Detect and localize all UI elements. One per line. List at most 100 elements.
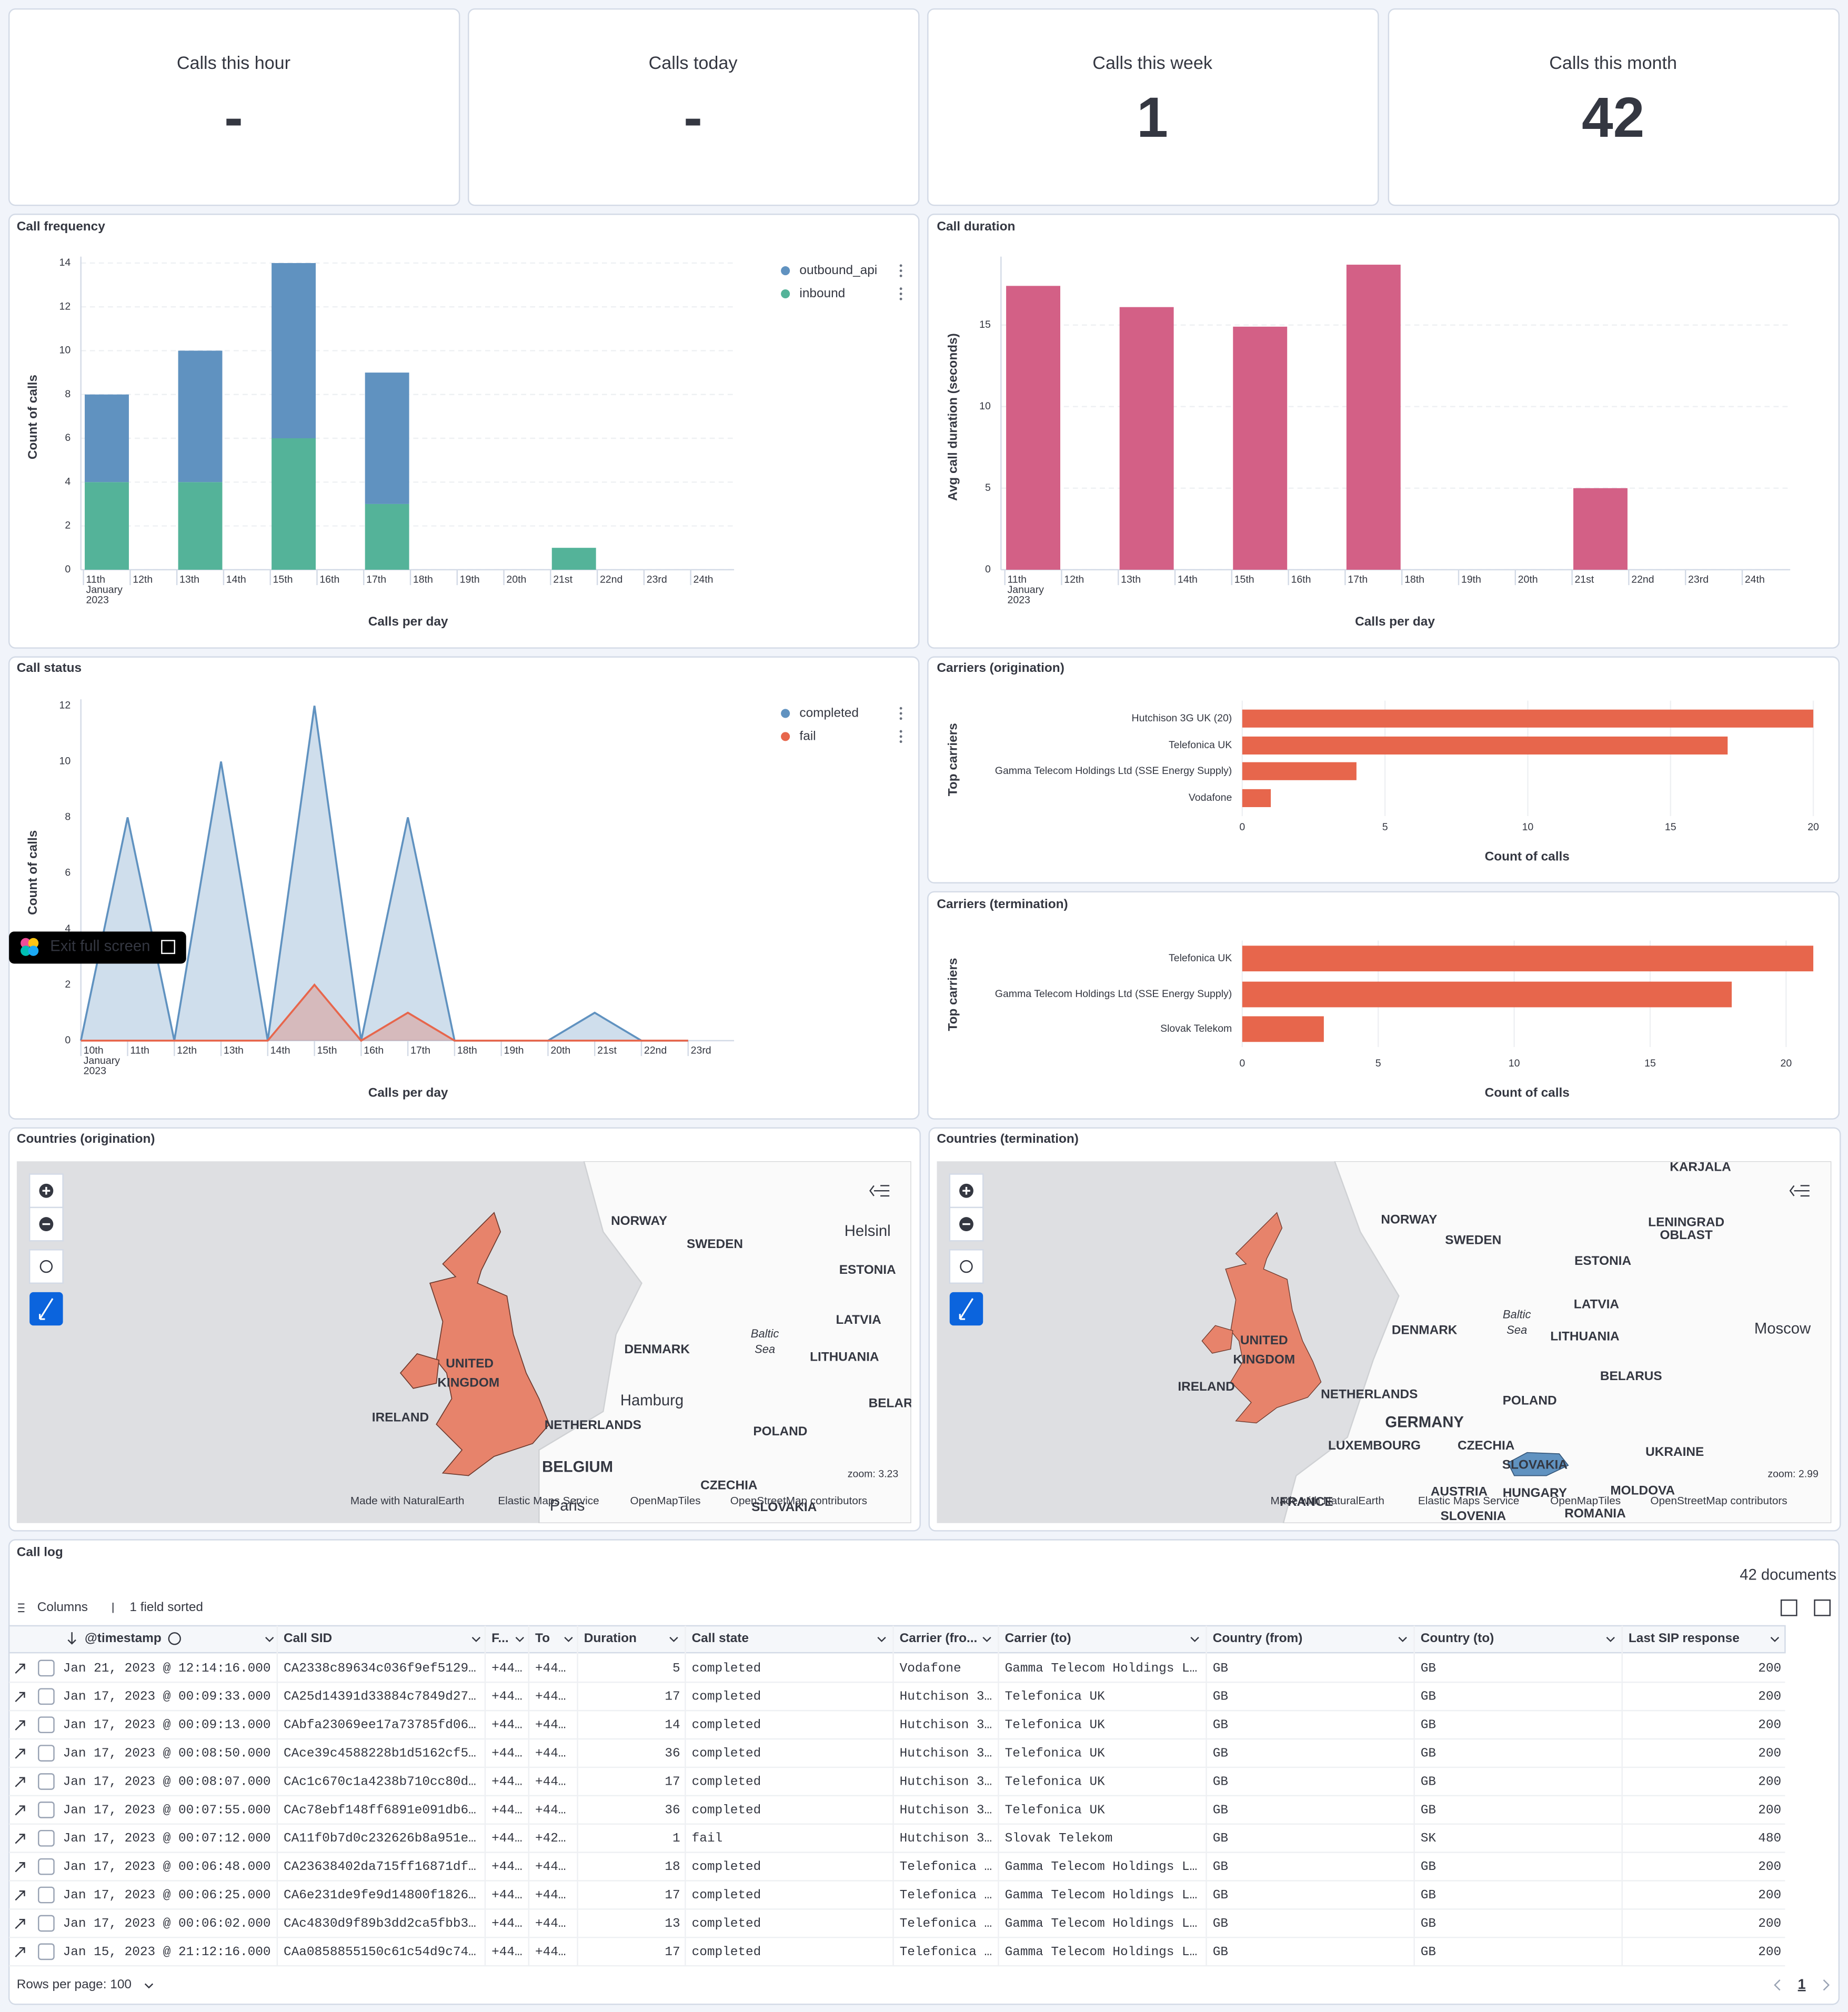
grid-icon[interactable] [1780,1599,1797,1616]
column-header: @timestamp [85,1631,162,1645]
layers-icon[interactable] [1789,1185,1810,1197]
expand-icon[interactable] [15,1805,25,1816]
table-cell: GB [1213,1775,1228,1789]
expand-icon[interactable] [15,1947,25,1957]
legend-swatch [781,289,790,299]
page-number: 1 [1798,1976,1806,1992]
map-label: Baltic [751,1327,779,1340]
row-checkbox[interactable] [38,1716,55,1734]
table-cell: GB [1421,1860,1436,1874]
column-menu[interactable] [1770,1637,1780,1642]
table-cell: 17 [665,1690,680,1704]
row-checkbox[interactable] [38,1943,55,1960]
expand-icon[interactable] [15,1834,25,1844]
table-cell: completed [692,1747,761,1761]
x-tick-label: 10th [84,1045,104,1057]
legend-label: completed [799,706,858,720]
map-label: NETHERLANDS [1321,1387,1418,1401]
table-cell: GB [1213,1747,1228,1761]
x-tick-label: 16th [1291,574,1311,585]
map-label: Moscow [1754,1320,1811,1337]
table-cell: GB [1213,1917,1228,1931]
x-tick-label: 5 [1375,1058,1381,1069]
layers-icon[interactable] [869,1185,890,1197]
expand-icon[interactable] [15,1720,25,1731]
column-menu[interactable] [471,1637,481,1642]
clock-icon [168,1632,181,1645]
table-cell: CAa0858855150c61c54d9c74… [284,1945,476,1959]
column-menu[interactable] [265,1637,274,1642]
x-tick-label: 19th [504,1045,524,1057]
table-cell: Telefonica … [900,1945,992,1959]
column-menu[interactable] [1398,1637,1407,1642]
y-axis-label: Avg call duration (seconds) [946,333,960,501]
row-checkbox[interactable] [38,1659,55,1677]
expand-icon[interactable] [15,1918,25,1929]
table-cell: 200 [1758,1662,1781,1676]
row-checkbox[interactable] [38,1886,55,1904]
table-cell: GB [1213,1832,1228,1846]
table-cell: GB [1213,1860,1228,1874]
table-cell: completed [692,1917,761,1931]
map-label: LITHUANIA [1550,1330,1619,1344]
table-cell: Hutchison 3… [900,1803,992,1817]
column-menu[interactable] [1190,1637,1199,1642]
column-menu[interactable] [669,1637,678,1642]
locate-button[interactable] [28,1249,64,1284]
expand-icon[interactable] [15,1692,25,1702]
column-menu[interactable] [982,1637,991,1642]
table-cell: CA11f0b7d0c232626b8a951e… [284,1832,476,1846]
table-cell: Telefonica … [900,1917,992,1931]
tooltip[interactable] [9,931,186,964]
column-header: Country (from) [1213,1631,1303,1645]
row-checkbox[interactable] [38,1688,55,1705]
map-label: DENMARK [1392,1323,1458,1337]
bar [85,394,129,482]
map-label: UKRAINE [1645,1445,1704,1459]
prev-page[interactable] [1774,1979,1781,1991]
x-tick-label: 22nd [600,574,622,585]
column-header: Country (to) [1421,1631,1494,1645]
row-checkbox[interactable] [38,1745,55,1762]
map-label: LITHUANIA [810,1350,879,1364]
column-menu[interactable] [564,1637,573,1642]
row-checkbox[interactable] [38,1915,55,1932]
column-menu[interactable] [515,1637,524,1642]
logo [28,938,39,949]
next-page[interactable] [1823,1979,1830,1991]
table-cell: +44… [491,1945,523,1959]
row-checkbox[interactable] [38,1802,55,1818]
table-cell: GB [1421,1747,1436,1761]
expand-icon[interactable] [15,1748,25,1759]
table-cell: 14 [665,1718,680,1733]
map-label: NORWAY [611,1214,667,1228]
table-cell: +44… [535,1775,566,1789]
table-cell: completed [692,1718,761,1733]
table-cell: GB [1213,1690,1228,1704]
locate-button[interactable] [949,1249,984,1284]
table-cell: +44… [535,1690,566,1704]
rows-menu[interactable] [144,1983,154,1989]
legend-menu-dot [899,293,902,295]
y-axis-label: Top carriers [946,723,960,796]
table-cell: +44… [535,1917,566,1931]
expand-icon[interactable] [15,1862,25,1873]
expand-icon[interactable] [15,1890,25,1901]
row-checkbox[interactable] [38,1858,55,1875]
column-header: Carrier (fro... [900,1631,978,1645]
row-checkbox[interactable] [38,1829,55,1847]
expand-icon[interactable] [15,1663,25,1674]
table-cell: Hutchison 3… [900,1775,992,1789]
table-cell: +44… [535,1747,566,1761]
row-checkbox[interactable] [38,1773,55,1790]
column-menu[interactable] [877,1637,886,1642]
bar [1006,286,1060,570]
column-menu[interactable] [1606,1637,1615,1642]
x-sublabel: January [84,1055,120,1067]
fullscreen-icon[interactable] [1814,1599,1831,1616]
toolbar-icon [18,1603,114,1613]
x-tick-label: 10 [1522,821,1534,833]
expand-icon[interactable] [15,1777,25,1787]
table-cell: Jan 17, 2023 @ 00:06:25.000 [63,1888,271,1903]
table-cell: completed [692,1662,761,1676]
